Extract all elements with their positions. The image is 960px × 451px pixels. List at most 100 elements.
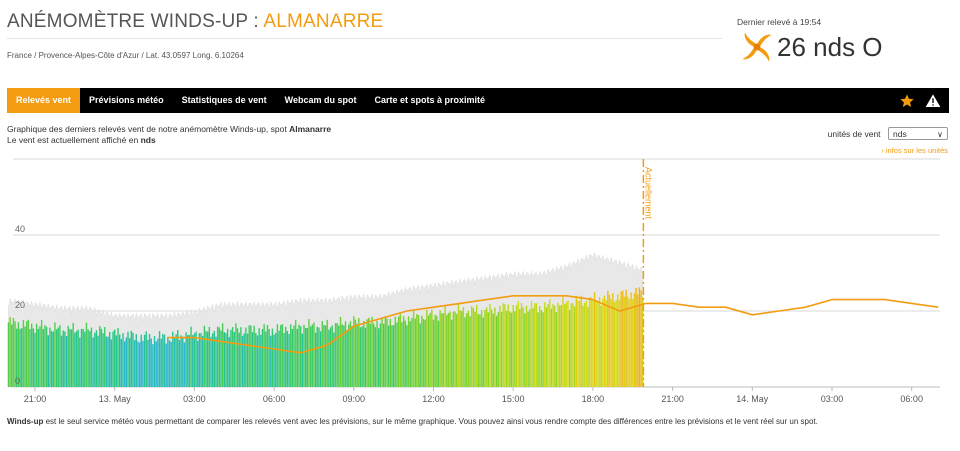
wind-bar: [456, 313, 458, 387]
wind-bar: [628, 299, 631, 387]
units-select[interactable]: nds ∨: [888, 127, 948, 141]
wind-bar: [590, 297, 592, 387]
tab-statistiques-vent[interactable]: Statistiques de vent: [181, 95, 267, 105]
wind-bar: [74, 332, 76, 387]
wind-bar: [630, 292, 632, 387]
wind-bar: [59, 325, 61, 387]
wind-bar: [138, 342, 141, 387]
wind-bar: [457, 304, 460, 387]
wind-bar: [477, 314, 480, 387]
wind-bar: [540, 310, 543, 387]
wind-bar: [231, 326, 234, 387]
wind-bar: [470, 306, 473, 387]
wind-bar: [469, 316, 471, 387]
wind-bar: [308, 319, 310, 387]
wind-bar: [349, 321, 352, 387]
wind-bar: [77, 329, 79, 387]
wind-bar: [421, 315, 423, 387]
wind-bar: [114, 329, 116, 387]
wind-bar: [480, 309, 483, 387]
wind-bar: [79, 337, 81, 387]
wind-bar: [391, 325, 393, 387]
title-divider: [7, 38, 722, 39]
tab-previsions-meteo[interactable]: Prévisions météo: [89, 95, 164, 105]
wind-bar: [299, 326, 302, 387]
wind-bar: [94, 332, 96, 387]
wind-bar: [118, 334, 121, 387]
wind-bar: [60, 335, 63, 387]
warning-icon[interactable]: [925, 93, 941, 109]
wind-bar: [374, 327, 377, 387]
wind-bar: [241, 335, 244, 387]
wind-bar: [446, 314, 448, 387]
wind-bar: [522, 307, 524, 387]
wind-bar: [192, 335, 194, 387]
wind-bar: [417, 314, 420, 387]
wind-bar: [178, 339, 181, 387]
wind-bar: [587, 306, 589, 387]
wind-bar: [389, 318, 392, 387]
wind-bar: [11, 324, 13, 387]
wind-bar: [396, 322, 398, 387]
wind-bar: [210, 336, 212, 387]
wind-bar: [482, 317, 485, 387]
wind-bar: [625, 289, 627, 387]
chevron-down-icon: ∨: [937, 130, 943, 140]
wind-bar: [406, 325, 408, 387]
tab-webcam-spot[interactable]: Webcam du spot: [284, 95, 357, 105]
star-icon[interactable]: [899, 93, 915, 109]
wind-bar: [7, 322, 10, 387]
wind-bar: [278, 330, 280, 387]
wind-bar: [378, 328, 380, 387]
tab-carte-spots[interactable]: Carte et spots à proximité: [374, 95, 485, 105]
wind-bar: [24, 326, 26, 387]
wind-bar: [37, 328, 40, 387]
wind-bar: [95, 330, 98, 387]
wind-bar: [598, 297, 601, 387]
wind-bar: [635, 287, 637, 387]
wind-bar: [40, 320, 43, 387]
wind-bar: [197, 340, 199, 387]
units-selector: unités de vent nds ∨ › infos sur les unit…: [828, 125, 948, 155]
units-label: unités de vent: [827, 128, 881, 139]
wind-bar: [333, 332, 335, 387]
wind-bar: [607, 290, 609, 387]
tab-releves-vent[interactable]: Relevés vent: [7, 88, 81, 113]
wind-bar: [42, 329, 45, 387]
wind-bar: [558, 305, 561, 387]
wind-bar: [572, 303, 574, 387]
wind-bar: [638, 287, 641, 387]
wind-bar: [263, 324, 265, 387]
wind-bar: [462, 307, 465, 387]
wind-bar: [233, 331, 235, 387]
wind-bar: [502, 303, 504, 387]
wind-bar: [382, 323, 385, 387]
units-info-link[interactable]: › infos sur les unités: [881, 146, 948, 155]
wind-bar: [107, 336, 109, 387]
wind-bar: [230, 329, 232, 387]
wind-bar: [165, 343, 167, 387]
wind-bar: [394, 316, 397, 387]
wind-bar: [535, 303, 538, 387]
wind-bar: [261, 328, 264, 387]
wind-bar: [499, 305, 501, 387]
wind-direction-icon: [742, 32, 772, 62]
wind-bar: [158, 331, 161, 387]
wind-bar: [404, 320, 406, 387]
wind-bar: [323, 324, 325, 387]
footer-body: est le seul service météo vous permettan…: [43, 417, 818, 426]
wind-bar: [187, 335, 189, 387]
wind-bar: [554, 305, 556, 387]
wind-bar: [117, 328, 119, 387]
wind-bar: [182, 336, 184, 387]
wind-bar: [439, 310, 441, 387]
x-tick-label: 06:00: [263, 394, 286, 404]
wind-bar: [57, 327, 59, 387]
wind-bar: [640, 290, 642, 387]
wind-bar: [109, 331, 111, 387]
y-tick-label: 0: [15, 376, 20, 386]
wind-bar: [177, 329, 179, 387]
wind-bar: [530, 301, 533, 387]
wind-bar: [384, 316, 387, 387]
wind-bar: [145, 331, 147, 387]
